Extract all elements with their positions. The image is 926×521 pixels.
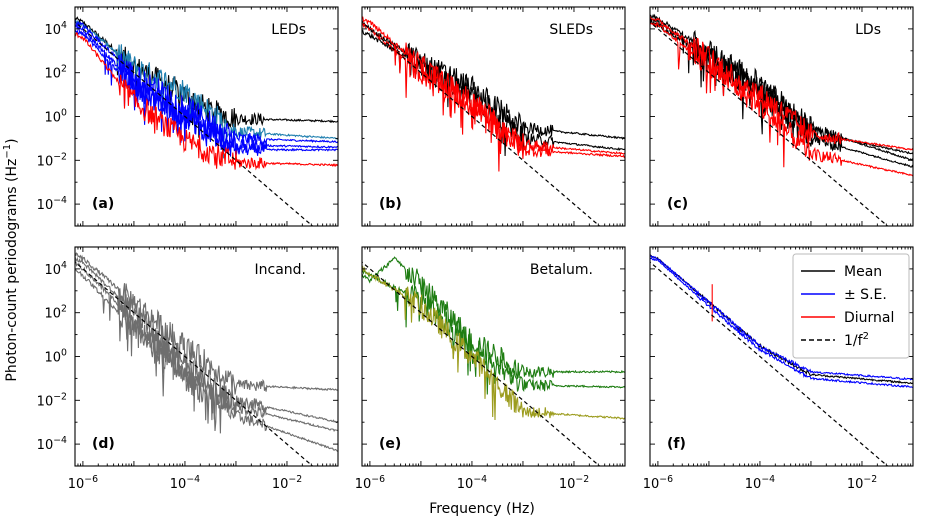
series-line <box>362 21 625 172</box>
series-line <box>75 29 338 157</box>
y-tick-label: 10−4 <box>37 435 67 453</box>
series-line <box>650 21 913 177</box>
reference-line <box>650 261 889 466</box>
legend-label: ± S.E. <box>844 287 887 303</box>
panel-c: LDs (c) <box>649 6 914 227</box>
y-tick-label: 100 <box>45 348 68 366</box>
legend-label: 1/f2 <box>844 331 869 349</box>
panel-title: LDs <box>855 22 881 38</box>
panel-d: 104 102 100 10−2 10−4 10−6 10−4 10−2 Incand. (d) <box>37 246 339 492</box>
plot-area <box>75 252 338 466</box>
x-tick-label: 10−6 <box>643 474 673 492</box>
axes-frame <box>361 246 626 467</box>
panel-label: (d) <box>92 436 115 452</box>
reference-line <box>362 21 601 226</box>
panel-title: SLEDs <box>549 22 593 38</box>
x-tick-label: 10−2 <box>559 474 589 492</box>
reference-line <box>650 21 889 226</box>
reference-line <box>75 261 314 466</box>
y-tick-label: 104 <box>45 260 68 278</box>
reference-line <box>362 261 601 466</box>
reference-line <box>75 21 314 226</box>
y-tick-label: 10−2 <box>37 391 67 409</box>
panel-title: Betalum. <box>530 262 593 278</box>
series-line <box>75 32 338 171</box>
x-tick-label: 10−2 <box>272 474 302 492</box>
panel-label: (c) <box>667 196 688 212</box>
series-line <box>75 20 338 148</box>
series-line <box>650 254 913 385</box>
panel-label: (f) <box>667 436 686 452</box>
x-tick-label: 10−4 <box>170 474 200 492</box>
series-line <box>362 16 625 156</box>
series-line <box>362 265 625 421</box>
series-line <box>362 256 625 380</box>
x-tick-label: 10−4 <box>745 474 775 492</box>
panel-label: (a) <box>92 196 114 212</box>
axes-frame <box>74 246 339 467</box>
panel-e: 10−6 10−4 10−2 Betalum. (e) <box>355 246 626 492</box>
y-tick-label: 104 <box>45 20 68 38</box>
series-line <box>75 256 338 424</box>
x-tick-label: 10−6 <box>355 474 385 492</box>
panel-a: 104 102 100 10−2 10−4 LEDs (a) <box>37 6 339 227</box>
legend-label: Mean <box>844 264 882 280</box>
panel-label: (e) <box>379 436 401 452</box>
plot-area <box>362 16 625 226</box>
series-line <box>75 268 338 452</box>
y-tick-label: 100 <box>45 108 68 126</box>
x-tick-label: 10−4 <box>457 474 487 492</box>
plot-area <box>650 254 913 466</box>
x-axis-label: Frequency (Hz) <box>429 501 535 517</box>
legend-box <box>792 253 910 359</box>
legend-label: Diurnal <box>844 310 894 326</box>
panel-f: 10−6 10−4 10−2 (f) <box>643 246 914 492</box>
series-line <box>650 254 913 381</box>
legend: Mean ± S.E. Diurnal 1/f2 <box>792 253 910 359</box>
panel-title: Incand. <box>255 262 307 278</box>
panel-label: (b) <box>379 196 402 212</box>
y-tick-label: 10−2 <box>37 151 67 169</box>
plot-area <box>362 256 625 466</box>
series-line <box>650 13 913 162</box>
series-line <box>650 257 913 388</box>
x-tick-label: 10−2 <box>847 474 877 492</box>
y-tick-label: 102 <box>45 304 68 322</box>
y-tick-label: 10−4 <box>37 195 67 213</box>
panel-b: SLEDs (b) <box>361 6 626 227</box>
panel-title: LEDs <box>271 22 306 38</box>
x-tick-label: 10−6 <box>68 474 98 492</box>
plot-area <box>650 13 913 226</box>
y-tick-label: 102 <box>45 64 68 82</box>
series-line <box>650 19 913 168</box>
plot-area <box>75 16 338 226</box>
series-line <box>650 15 913 151</box>
y-axis-label: Photon-count periodograms (Hz−1) <box>2 138 20 381</box>
